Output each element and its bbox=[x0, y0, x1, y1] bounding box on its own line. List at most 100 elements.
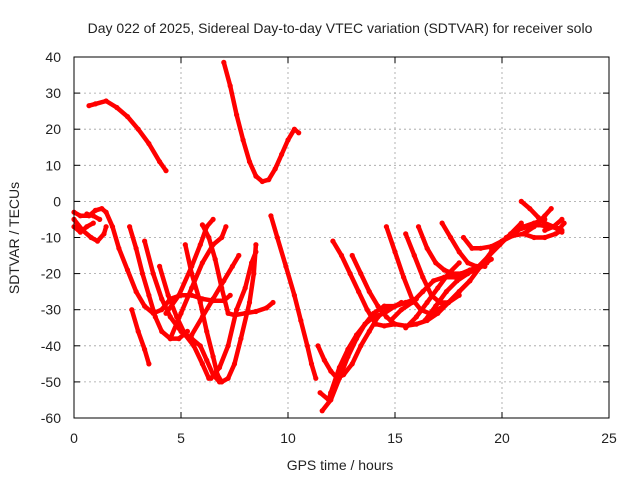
series-arc-1 bbox=[86, 98, 169, 174]
series-arc-11 bbox=[182, 242, 259, 385]
series-line bbox=[221, 60, 301, 184]
data-point bbox=[159, 296, 165, 302]
data-point bbox=[77, 213, 83, 219]
data-point bbox=[204, 224, 210, 230]
data-point bbox=[253, 308, 259, 315]
data-point bbox=[473, 263, 479, 269]
data-point bbox=[88, 234, 94, 241]
series-arc-6 bbox=[84, 211, 103, 222]
data-point bbox=[375, 303, 381, 309]
data-point bbox=[454, 278, 460, 284]
data-point bbox=[392, 321, 398, 327]
data-point bbox=[191, 343, 197, 349]
data-point bbox=[456, 249, 462, 255]
data-point bbox=[150, 271, 156, 277]
data-point bbox=[210, 296, 216, 302]
data-point bbox=[315, 343, 321, 349]
data-point bbox=[234, 307, 240, 313]
data-point bbox=[413, 314, 419, 320]
series-arc-35 bbox=[520, 206, 554, 237]
data-point bbox=[189, 332, 195, 338]
data-point bbox=[465, 260, 471, 266]
data-point bbox=[433, 303, 439, 309]
data-point bbox=[204, 357, 210, 363]
data-point bbox=[445, 271, 452, 277]
data-point bbox=[242, 310, 248, 316]
data-series bbox=[71, 59, 567, 414]
plot-frame bbox=[73, 56, 610, 419]
data-point bbox=[550, 224, 557, 230]
data-point bbox=[488, 245, 494, 251]
y-tick-label: -20 bbox=[41, 266, 61, 282]
series-arc-17 bbox=[268, 213, 319, 381]
data-point bbox=[319, 408, 325, 414]
data-point bbox=[176, 336, 182, 342]
data-point bbox=[253, 242, 259, 248]
data-point bbox=[330, 238, 336, 244]
y-tick-label: -50 bbox=[41, 374, 61, 390]
y-tick-label: -10 bbox=[41, 230, 61, 246]
data-point bbox=[208, 375, 214, 381]
series-line bbox=[71, 220, 96, 235]
y-tick-label: 20 bbox=[45, 121, 61, 137]
data-point bbox=[199, 222, 205, 228]
data-point bbox=[246, 159, 253, 165]
data-point bbox=[358, 343, 364, 349]
data-point bbox=[225, 375, 231, 381]
data-point bbox=[103, 209, 109, 215]
data-point bbox=[338, 252, 345, 259]
data-point bbox=[94, 238, 101, 244]
data-point bbox=[182, 332, 188, 338]
data-point bbox=[401, 274, 407, 280]
data-point bbox=[246, 299, 253, 306]
data-point bbox=[146, 361, 152, 367]
data-point bbox=[283, 263, 289, 269]
series-arc-22 bbox=[330, 238, 398, 329]
series-arc-28 bbox=[403, 260, 462, 331]
series-arc-21 bbox=[328, 299, 404, 396]
series-arc-13 bbox=[163, 216, 216, 316]
data-point bbox=[424, 245, 430, 251]
data-point bbox=[163, 310, 169, 316]
data-point bbox=[392, 303, 398, 309]
data-point bbox=[199, 361, 205, 367]
series-arc-31 bbox=[460, 216, 548, 251]
series-arc-14 bbox=[167, 224, 229, 342]
data-point bbox=[234, 112, 240, 118]
data-point bbox=[210, 242, 216, 248]
data-point bbox=[264, 305, 270, 311]
data-point bbox=[362, 321, 368, 327]
data-point bbox=[165, 292, 171, 298]
data-point bbox=[356, 289, 362, 295]
data-point bbox=[116, 245, 122, 251]
data-point bbox=[443, 289, 449, 295]
data-point bbox=[259, 178, 265, 185]
data-point bbox=[124, 114, 131, 120]
data-point bbox=[101, 231, 107, 237]
data-point bbox=[439, 220, 445, 226]
data-point bbox=[229, 263, 235, 269]
y-tick-label: -60 bbox=[41, 410, 61, 426]
data-point bbox=[456, 289, 462, 295]
series-line bbox=[521, 206, 554, 237]
data-point bbox=[225, 343, 231, 349]
data-point bbox=[251, 271, 257, 277]
x-axis-label: GPS time / hours bbox=[287, 457, 394, 473]
data-point bbox=[366, 289, 372, 295]
data-point bbox=[133, 289, 139, 295]
data-point bbox=[433, 260, 439, 266]
data-point bbox=[242, 285, 248, 291]
data-point bbox=[403, 231, 409, 237]
data-point bbox=[197, 343, 203, 349]
data-point bbox=[159, 328, 165, 334]
series-line bbox=[268, 213, 319, 381]
series-arc-36 bbox=[542, 216, 565, 233]
data-point bbox=[409, 299, 415, 306]
data-point bbox=[514, 227, 520, 233]
data-point bbox=[349, 252, 355, 259]
data-point bbox=[219, 379, 225, 385]
data-point bbox=[478, 245, 484, 251]
data-point bbox=[210, 354, 216, 360]
data-point bbox=[424, 299, 430, 306]
